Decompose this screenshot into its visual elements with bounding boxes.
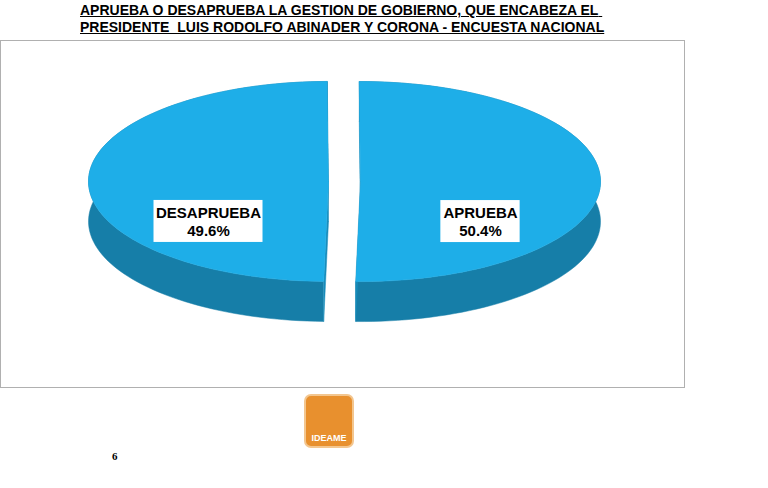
- svg-text:APRUEBA50.4%: APRUEBA50.4%: [443, 204, 517, 239]
- svg-text:DESAPRUEBA49.6%: DESAPRUEBA49.6%: [156, 204, 261, 239]
- html-text:IDEAME: IDEAME: [311, 433, 347, 443]
- html-text:APRUEBA O DESAPRUEBA LA GESTIO: APRUEBA O DESAPRUEBA LA GESTION DE GOBIE…: [80, 2, 605, 35]
- html-text:6: 6: [112, 450, 118, 462]
